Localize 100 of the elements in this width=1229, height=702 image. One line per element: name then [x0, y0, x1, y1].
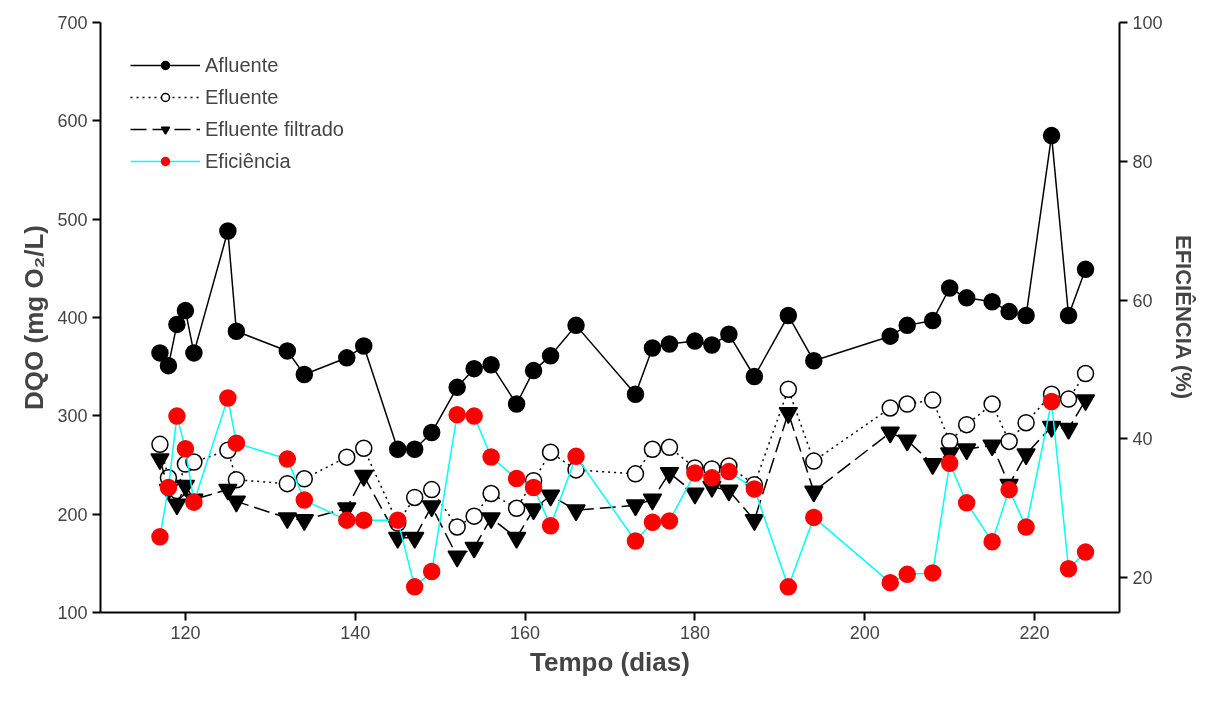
- legend-label: Afluente: [205, 52, 279, 78]
- point: [354, 511, 373, 529]
- point: [805, 452, 823, 470]
- point: [159, 478, 178, 497]
- point: [185, 344, 203, 362]
- x-tick-label: 160: [510, 622, 541, 643]
- point: [1059, 306, 1078, 325]
- y2-tick-label: 20: [1132, 568, 1153, 589]
- point: [983, 532, 1001, 551]
- point: [219, 222, 237, 240]
- point: [465, 359, 483, 378]
- point: [1042, 126, 1061, 145]
- point: [421, 500, 442, 518]
- point: [422, 562, 441, 581]
- legend-label: Efluente: [205, 84, 279, 110]
- point: [523, 503, 544, 521]
- point: [226, 495, 247, 513]
- point: [422, 423, 441, 442]
- point: [295, 491, 314, 509]
- point: [686, 332, 704, 350]
- point: [703, 336, 721, 354]
- point: [278, 450, 297, 468]
- point: [507, 499, 526, 517]
- point: [482, 484, 500, 503]
- point: [448, 378, 466, 397]
- point: [167, 498, 187, 516]
- point: [778, 406, 799, 425]
- point: [151, 435, 169, 454]
- point: [957, 289, 976, 307]
- point: [982, 439, 1002, 457]
- point: [940, 279, 959, 297]
- point: [660, 438, 679, 457]
- point: [779, 578, 798, 596]
- point: [660, 512, 679, 530]
- point: [805, 352, 823, 370]
- point: [448, 518, 466, 536]
- point: [481, 512, 501, 530]
- point: [1000, 432, 1018, 451]
- point: [567, 316, 585, 335]
- point: [805, 508, 823, 527]
- point: [176, 439, 195, 458]
- point: [940, 454, 959, 472]
- point: [507, 395, 526, 413]
- point: [1058, 422, 1079, 440]
- legend-label: Eficiência: [205, 148, 291, 174]
- x-tick-label: 140: [340, 622, 371, 643]
- point: [898, 565, 916, 584]
- point: [353, 469, 374, 487]
- point: [1017, 413, 1035, 432]
- x-tick-label: 120: [170, 622, 201, 643]
- point: [168, 407, 186, 425]
- point: [388, 440, 407, 458]
- x-tick-label: 220: [1019, 622, 1050, 643]
- point: [541, 443, 560, 461]
- point: [898, 316, 916, 335]
- point: [745, 480, 764, 498]
- legend-label: Efluente filtrado: [205, 116, 344, 142]
- point: [983, 395, 1001, 413]
- point: [642, 493, 663, 511]
- point: [227, 322, 246, 340]
- point: [626, 532, 645, 550]
- point: [227, 434, 246, 452]
- point: [405, 578, 424, 596]
- point: [660, 335, 679, 353]
- point: [540, 489, 561, 507]
- point: [804, 485, 824, 503]
- y-tick-label: 300: [57, 406, 88, 427]
- point: [507, 469, 526, 488]
- point: [219, 389, 237, 407]
- point: [506, 531, 527, 549]
- point: [1000, 302, 1018, 321]
- y-tick-label: 400: [57, 308, 88, 328]
- point: [779, 380, 798, 399]
- y-tick-label: 100: [57, 603, 88, 623]
- point: [957, 494, 976, 512]
- point: [881, 399, 899, 417]
- point: [1059, 560, 1078, 578]
- point: [983, 293, 1001, 311]
- point: [464, 541, 484, 559]
- point: [745, 367, 764, 386]
- y2-axis-title: EFICIÊNCIA (%): [1170, 235, 1196, 400]
- point: [719, 484, 739, 502]
- point: [703, 469, 721, 487]
- point: [295, 365, 314, 384]
- point: [566, 504, 586, 522]
- point: [448, 405, 466, 424]
- point: [957, 415, 976, 434]
- y2-tick-label: 60: [1132, 290, 1153, 311]
- point: [294, 514, 315, 532]
- point: [643, 339, 662, 357]
- point: [1042, 392, 1061, 411]
- x-tick-label: 200: [849, 622, 880, 643]
- point: [541, 347, 560, 365]
- x-tick-label: 180: [679, 622, 710, 643]
- y2-tick-label: 40: [1132, 429, 1153, 450]
- point: [923, 391, 942, 409]
- point: [956, 443, 977, 461]
- point: [720, 325, 738, 343]
- point: [278, 342, 297, 360]
- point: [151, 344, 169, 362]
